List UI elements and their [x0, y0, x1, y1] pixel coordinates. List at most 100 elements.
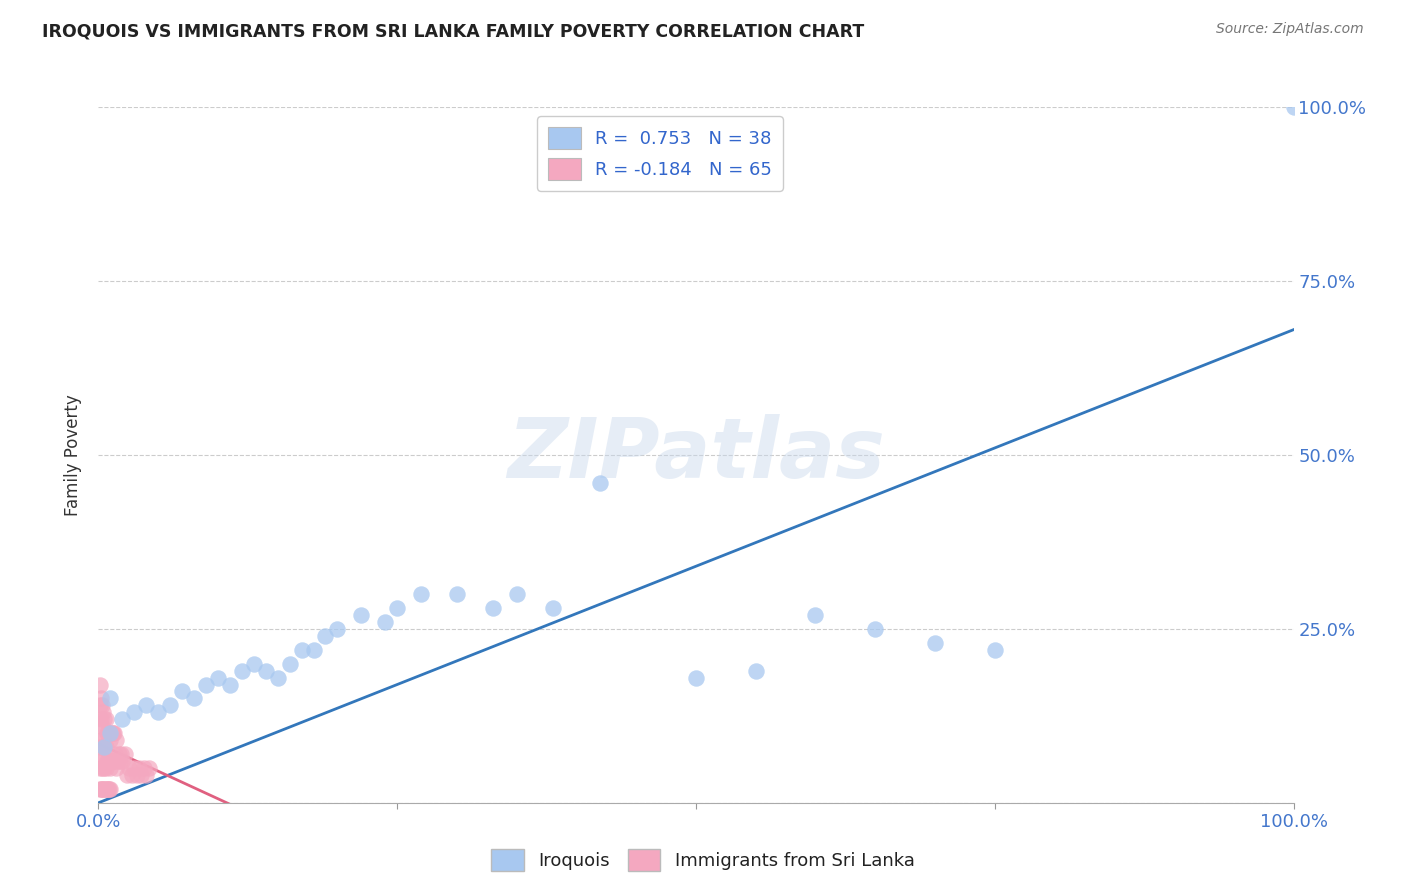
Point [98, 726, 122, 740]
Point [326, 622, 349, 636]
Point [128, 761, 150, 775]
Point [96, 726, 118, 740]
Point [101, 754, 124, 768]
Text: IROQUOIS VS IMMIGRANTS FROM SRI LANKA FAMILY POVERTY CORRELATION CHART: IROQUOIS VS IMMIGRANTS FROM SRI LANKA FA… [42, 22, 865, 40]
Point [315, 629, 337, 643]
Point [148, 706, 170, 720]
Point [98, 733, 122, 747]
Point [111, 712, 134, 726]
Point [98, 781, 122, 796]
Legend: Iroquois, Immigrants from Sri Lanka: Iroquois, Immigrants from Sri Lanka [484, 842, 922, 879]
Point [93, 781, 115, 796]
Point [183, 691, 205, 706]
Point [89, 677, 111, 691]
Point [100, 726, 122, 740]
Point [93, 712, 115, 726]
Point [107, 747, 129, 761]
Point [94, 712, 117, 726]
Point [90, 691, 112, 706]
Point [89, 781, 111, 796]
Point [267, 671, 290, 685]
Point [97, 726, 120, 740]
Point [172, 684, 194, 698]
Point [124, 706, 146, 720]
Point [132, 761, 155, 775]
Point [446, 587, 468, 601]
Point [94, 761, 117, 775]
Point [125, 768, 148, 782]
Point [195, 677, 218, 691]
Point [91, 781, 114, 796]
Point [98, 761, 122, 775]
Text: ZIPatlas: ZIPatlas [508, 415, 884, 495]
Text: Source: ZipAtlas.com: Source: ZipAtlas.com [1216, 22, 1364, 37]
Point [90, 712, 112, 726]
Point [278, 657, 301, 671]
Point [207, 671, 229, 685]
Point [91, 740, 114, 755]
Point [138, 761, 160, 775]
Point [97, 781, 120, 796]
Point [124, 761, 146, 775]
Point [110, 747, 132, 761]
Point [96, 754, 118, 768]
Point [91, 733, 114, 747]
Point [350, 607, 373, 622]
Point [804, 607, 827, 622]
Point [131, 768, 153, 782]
Point [98, 691, 122, 706]
Legend: R =  0.753   N = 38, R = -0.184   N = 65: R = 0.753 N = 38, R = -0.184 N = 65 [537, 116, 783, 191]
Point [98, 781, 121, 796]
Point [91, 719, 114, 733]
Point [135, 768, 157, 782]
Point [924, 636, 946, 650]
Point [291, 642, 314, 657]
Point [107, 754, 129, 768]
Point [91, 781, 114, 796]
Point [89, 719, 111, 733]
Point [1282, 100, 1305, 114]
Point [90, 754, 112, 768]
Point [984, 642, 1007, 657]
Point [103, 754, 125, 768]
Point [108, 754, 131, 768]
Point [91, 698, 114, 713]
Point [97, 754, 120, 768]
Point [98, 754, 121, 768]
Point [111, 754, 134, 768]
Point [118, 761, 141, 775]
Point [105, 761, 128, 775]
Point [93, 740, 115, 755]
Point [114, 747, 136, 761]
Point [374, 615, 396, 629]
Point [254, 664, 277, 678]
Point [135, 698, 157, 713]
Point [90, 781, 112, 796]
Point [93, 740, 115, 755]
Point [865, 622, 887, 636]
Point [745, 664, 768, 678]
Point [159, 698, 181, 713]
Point [685, 671, 707, 685]
Point [121, 768, 143, 782]
Point [385, 601, 409, 615]
Point [100, 754, 122, 768]
Point [219, 677, 242, 691]
Point [231, 664, 253, 678]
Point [105, 733, 128, 747]
Point [101, 726, 124, 740]
Point [506, 587, 529, 601]
Point [96, 781, 118, 796]
Point [89, 761, 111, 775]
Point [91, 706, 114, 720]
Point [411, 587, 433, 601]
Point [91, 754, 114, 768]
Point [89, 698, 111, 713]
Point [589, 475, 612, 490]
Point [94, 740, 117, 755]
Point [302, 642, 325, 657]
Point [115, 768, 138, 782]
Point [243, 657, 266, 671]
Point [89, 740, 111, 755]
Point [90, 733, 112, 747]
